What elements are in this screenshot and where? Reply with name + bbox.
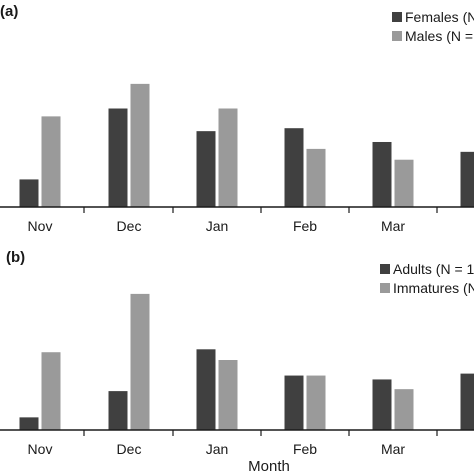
legend-swatch [380,264,390,274]
bar-feb-series1 [284,375,304,430]
x-tick-label: Mar [381,218,405,234]
panel-label: (b) [6,249,25,266]
x-tick-label: Feb [293,441,317,457]
x-tick-label: Feb [293,218,317,234]
bar-dec-series1 [108,391,128,430]
bar-jan-series1 [196,349,216,430]
x-tick-label: Nov [28,441,53,457]
x-tick-label: Jan [206,218,229,234]
panel-label: (a) [0,3,18,20]
x-tick-label: Dec [117,441,142,457]
bar-mar-series2 [394,159,414,207]
bar-jan-series1 [196,131,216,207]
bar-jan-series2 [218,360,238,430]
x-tick-label: Nov [28,218,53,234]
bar-nov-series1 [19,179,39,207]
x-axis-title: Month [248,458,290,474]
bar-dec-series2 [130,293,150,430]
bar-jan-series2 [218,108,238,207]
bar-apr-series1 [460,151,474,207]
bar-nov-series1 [19,417,39,430]
legend-label: Females (N [405,9,474,25]
bar-feb-series2 [306,375,326,430]
legend-label: Adults (N = 1 [393,261,474,277]
bar-dec-series1 [108,108,128,207]
bar-mar-series1 [372,141,392,207]
legend-label: Immatures (N [393,280,474,296]
legend-label: Males (N = [405,28,473,44]
bar-feb-series1 [284,128,304,207]
bar-nov-series2 [41,352,61,430]
x-tick-label: Mar [381,441,405,457]
legend-swatch [392,12,402,22]
bar-feb-series2 [306,148,326,207]
bar-nov-series2 [41,116,61,207]
bar-mar-series2 [394,389,414,430]
x-tick-label: Dec [117,218,142,234]
legend-swatch [392,31,402,41]
bar-mar-series1 [372,379,392,430]
bar-dec-series2 [130,83,150,207]
x-tick-label: Jan [206,441,229,457]
legend-swatch [380,283,390,293]
bar-apr-series1 [460,373,474,430]
panel-b: (b) Nov Dec Jan Feb Mar Adults (N = 1 Immatures… [0,249,474,457]
